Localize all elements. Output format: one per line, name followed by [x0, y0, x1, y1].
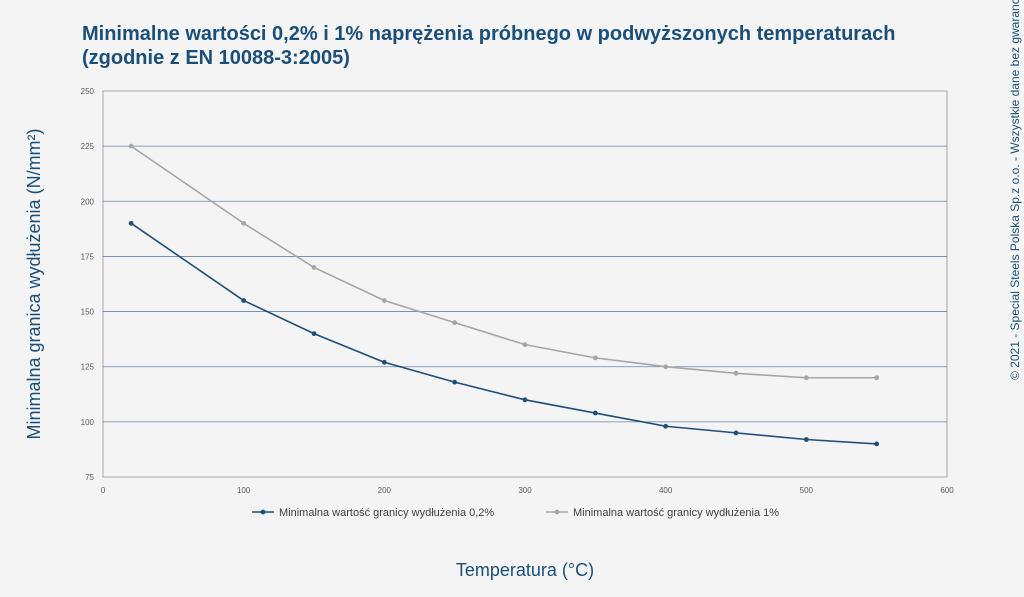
data-point: [381, 298, 387, 303]
data-point: [592, 355, 598, 361]
y-tick-label: 150: [81, 308, 95, 317]
data-point: [803, 437, 809, 442]
data-point: [381, 359, 387, 365]
data-point: [128, 143, 134, 149]
data-point: [874, 375, 880, 381]
data-point: [522, 397, 528, 403]
data-point: [733, 370, 739, 376]
y-tick-label: 225: [81, 142, 95, 151]
data-point: [592, 410, 598, 416]
legend-marker-2: [554, 509, 560, 515]
legend-label-1: Minimalna wartość granicy wydłużenia 0,2…: [279, 507, 494, 519]
x-tick-label: 200: [378, 486, 392, 495]
chart-title-line1: Minimalne wartości 0,2% i 1% naprężenia …: [82, 23, 896, 45]
chart-title-line2: (zgodnie z EN 10088-3:2005): [82, 47, 350, 69]
y-axis-title: Minimalna granica wydłużenia (N/mm²): [24, 128, 44, 439]
data-point: [663, 423, 669, 429]
data-point: [452, 379, 458, 385]
legend-marker-1: [260, 509, 266, 515]
plot-area: [102, 90, 948, 478]
x-tick-label: 0: [101, 486, 106, 495]
y-tick-label: 175: [81, 252, 95, 261]
legend-label-2: Minimalna wartość granicy wydłużenia 1%: [573, 507, 779, 519]
y-tick-label: 250: [81, 87, 95, 96]
x-tick-label: 100: [237, 486, 251, 495]
data-point: [452, 320, 458, 325]
data-point: [311, 265, 317, 270]
data-point: [241, 298, 247, 303]
data-point: [663, 364, 669, 370]
data-point: [874, 441, 880, 447]
y-tick-label: 75: [85, 473, 94, 482]
chart-title: Minimalne wartości 0,2% i 1% naprężenia …: [82, 22, 982, 70]
copyright-notice: © 2021 - Special Steels Polska Sp.z o.o.…: [1008, 0, 1022, 380]
y-tick-label: 125: [81, 363, 95, 372]
data-point: [128, 220, 134, 226]
x-tick-label: 500: [800, 486, 814, 495]
y-tick-label: 100: [81, 418, 95, 427]
x-tick-label: 300: [518, 486, 532, 495]
x-axis-title: Temperatura (°C): [456, 560, 594, 580]
data-point: [733, 430, 739, 436]
x-tick-label: 400: [659, 486, 673, 495]
data-point: [241, 220, 247, 226]
data-point: [522, 342, 528, 348]
x-tick-label: 600: [940, 486, 954, 495]
y-tick-label: 200: [81, 197, 95, 206]
data-point: [803, 375, 809, 381]
data-point: [311, 331, 317, 337]
